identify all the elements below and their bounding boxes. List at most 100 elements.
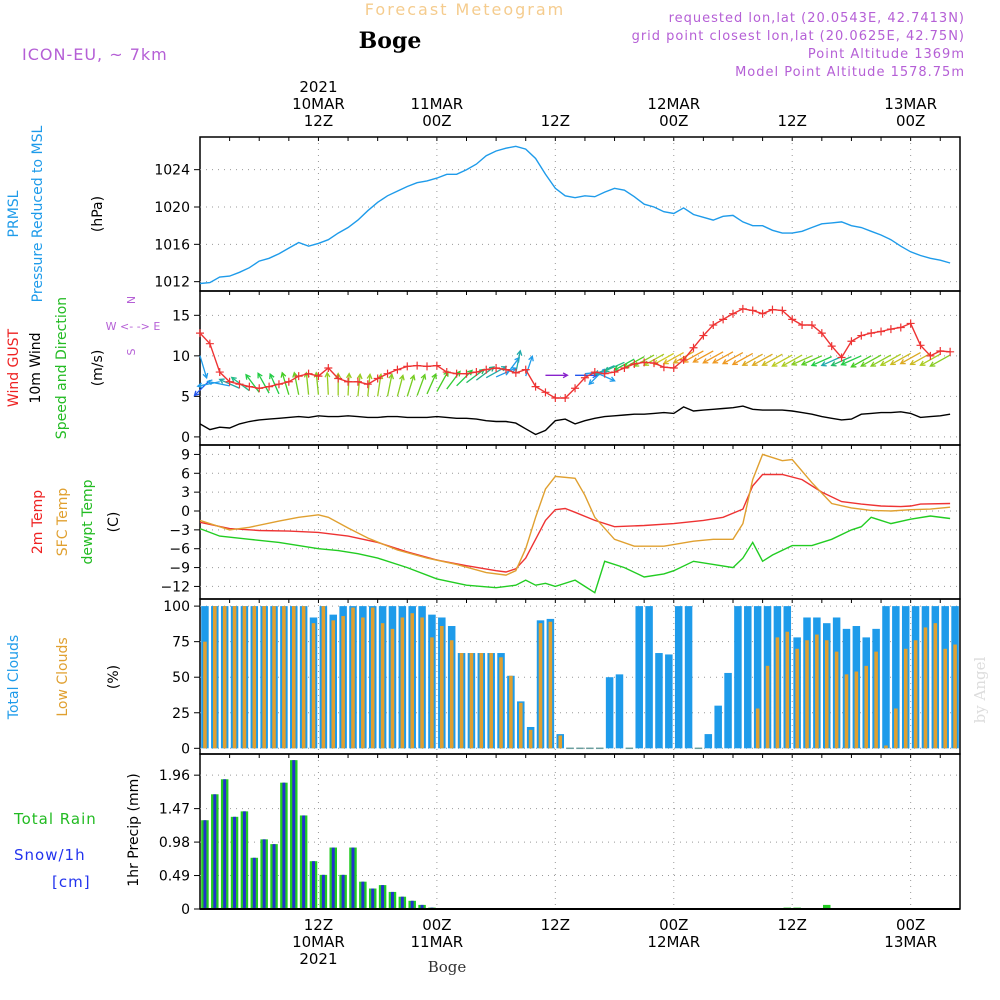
wind-arrow-head: [218, 378, 225, 384]
compass-north: N: [125, 296, 138, 304]
low-cloud-bar: [765, 665, 770, 749]
gust-marker: [946, 347, 955, 356]
rain-bar: [823, 904, 831, 909]
wind-arrow: [693, 350, 714, 363]
wind-arrow-head: [781, 361, 788, 367]
wind-arrow-head: [420, 373, 427, 380]
axis-label: Wind GUST: [6, 328, 22, 407]
snow-bar: [262, 839, 266, 909]
bottom-time-label: 13MAR: [884, 933, 937, 951]
snow-bar: [361, 881, 365, 909]
gust-marker: [620, 364, 629, 372]
low-cloud-bar: [390, 628, 395, 749]
wind-arrow-head: [751, 360, 758, 366]
snow-bar: [371, 888, 375, 909]
gust-marker: [768, 305, 777, 314]
bottom-time-label: 12Z: [304, 916, 333, 934]
wind-arrow-head: [196, 382, 203, 389]
snow-bar: [390, 891, 394, 909]
low-cloud-bar: [903, 648, 908, 749]
wind-arrow-head: [588, 379, 595, 386]
gust-marker: [324, 364, 333, 372]
low-cloud-bar: [943, 648, 947, 749]
gust-marker: [245, 382, 254, 391]
wind-arrow: [436, 371, 449, 392]
axis-label: 10m Wind: [28, 332, 44, 403]
low-cloud-bar: [884, 745, 888, 749]
wind-arrow: [257, 373, 270, 394]
snow-bar: [410, 900, 414, 909]
gust-marker: [926, 351, 935, 360]
wind-arrow: [791, 355, 813, 366]
wind-arrow: [396, 375, 404, 397]
wind-arrow: [416, 374, 426, 396]
wind-arrow-head: [712, 358, 719, 364]
wind-arrow: [367, 374, 371, 397]
wind-arrow-head: [431, 372, 437, 380]
gust-marker: [699, 331, 708, 340]
gust-marker: [916, 341, 925, 350]
model-label: ICON-EU, ~ 7km: [22, 45, 168, 64]
wind-arrow-head: [345, 372, 352, 379]
panel-frame: [199, 444, 961, 600]
low-cloud-bar: [321, 606, 326, 749]
gust-marker: [511, 368, 520, 377]
snow-label: Snow/1h: [14, 846, 86, 864]
snow-bar: [302, 815, 306, 909]
y-tick-label: 75: [172, 635, 190, 651]
clouds-panel: 0 25 50 75 100 Total Clouds Low Clouds (%): [6, 598, 961, 757]
low-cloud-bar: [341, 616, 345, 749]
wind-arrow: [386, 374, 393, 397]
wind-arrow-head: [269, 372, 275, 380]
gust-marker: [235, 380, 244, 389]
pressure-panel: 1012 1016 1020 1024 PRMSL Pressure Reduced to…: [6, 125, 961, 302]
wind-arrow: [900, 352, 921, 365]
wind-arrow: [505, 357, 520, 376]
wind-arrow-head: [830, 361, 837, 367]
low-cloud-bar: [351, 607, 355, 749]
gust-marker: [403, 362, 412, 371]
gust-marker: [521, 365, 530, 374]
low-cloud-bar: [824, 640, 829, 749]
gust-marker: [196, 329, 204, 338]
wind-arrow: [851, 355, 872, 368]
low-cloud-bar: [222, 606, 227, 749]
wind-arrow-head: [230, 376, 237, 383]
gust-marker: [462, 369, 471, 378]
y-tick-label: −6: [169, 542, 190, 558]
low-cloud-bar: [272, 606, 276, 749]
wind-arrow: [890, 352, 911, 365]
wind-arrow-head: [592, 372, 599, 379]
wind-arrow: [207, 380, 230, 387]
gust-marker: [334, 374, 343, 383]
gust-marker: [906, 319, 915, 328]
low-cloud-bar: [538, 623, 543, 749]
top-time-label: 12Z: [541, 112, 570, 130]
pressure-line: [199, 145, 951, 285]
low-cloud-bar: [775, 637, 780, 749]
wind-arrow-head: [562, 372, 569, 379]
model-altitude: Model Point Altitude 1578.75m: [735, 65, 965, 80]
gust-marker: [452, 369, 461, 378]
wind-arrow: [860, 354, 882, 367]
low-cloud-bar: [785, 631, 790, 749]
compass-south: S: [125, 348, 138, 355]
snow-bar: [252, 857, 256, 909]
wind-arrow-head: [516, 349, 523, 356]
y-tick-label: 5: [181, 389, 190, 405]
panel-frame: [199, 136, 961, 292]
wind-arrow-head: [702, 358, 709, 364]
y-tick-label: 25: [172, 706, 190, 722]
bottom-time-label: 10MAR: [292, 933, 345, 951]
gust-marker: [353, 377, 362, 386]
low-cloud-bar: [213, 606, 217, 749]
low-cloud-bar: [252, 606, 257, 749]
top-time-label: 13MAR: [884, 95, 937, 113]
gust-marker: [788, 315, 797, 324]
low-cloud-bar: [558, 735, 563, 749]
gust-marker: [442, 368, 451, 377]
total-cloud-bar: [615, 674, 624, 749]
wind-arrow: [781, 354, 803, 367]
wind-arrow: [406, 375, 415, 397]
